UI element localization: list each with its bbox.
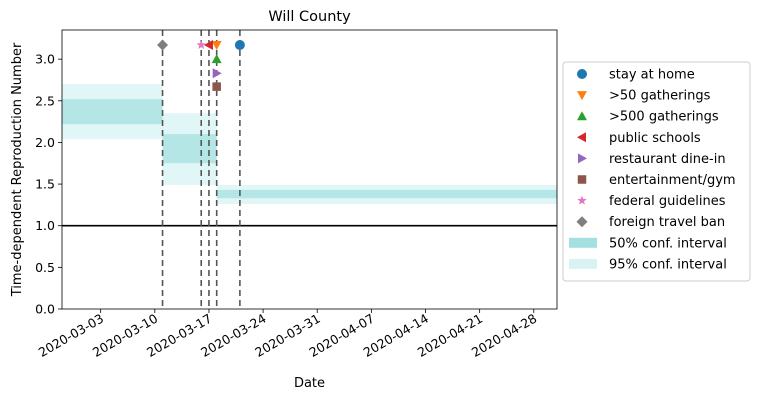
legend-label: public schools (609, 131, 701, 146)
marker-public-schools (203, 39, 213, 50)
legend-item: restaurant dine-in (578, 152, 726, 167)
ci50-band-1 (62, 99, 163, 125)
legend-item: public schools (577, 131, 701, 146)
legend-label: >50 gatherings (609, 89, 711, 104)
y-axis: 0.0 0.5 1.0 1.5 2.0 2.5 3.0 (35, 52, 62, 317)
chart-title: Will County (268, 9, 351, 25)
legend-label: foreign travel ban (609, 215, 725, 230)
marker-50-gatherings (211, 40, 222, 50)
legend-swatch-ci95 (569, 258, 597, 269)
legend-marker-4 (577, 132, 586, 143)
legend-marker-7 (577, 195, 587, 205)
legend-label: entertainment/gym (609, 173, 736, 188)
marker-500-gatherings (211, 54, 222, 64)
legend-item: >500 gatherings (577, 110, 719, 125)
legend-item: entertainment/gym (577, 173, 736, 188)
legend-item: 50% conf. interval (569, 236, 727, 251)
legend-marker-3 (577, 111, 587, 121)
legend-marker-1 (577, 69, 587, 79)
legend-item: >50 gatherings (577, 89, 711, 104)
x-axis: 2020-03-032020-03-102020-03-172020-03-24… (36, 309, 539, 360)
legend-label: stay at home (609, 68, 695, 83)
reference-lines (62, 30, 557, 309)
marker-federal-guidelines (196, 39, 206, 50)
plot-area-frame (61, 29, 558, 310)
legend-swatch-ci50 (569, 237, 597, 248)
legend: stay at home >50 gatherings >500 gathering… (562, 61, 751, 282)
legend-box (562, 61, 751, 282)
legend-marker-6 (577, 175, 587, 184)
ci50-band-3 (216, 189, 557, 199)
marker-entertainment-gym (212, 82, 221, 91)
marker-stay-at-home (234, 39, 245, 50)
marker-restaurant-dine-in (212, 68, 222, 79)
legend-label: federal guidelines (609, 194, 726, 209)
legend-label: >500 gatherings (609, 110, 719, 125)
legend-item: federal guidelines (577, 194, 726, 209)
x-axis-label: Date (294, 376, 325, 391)
legend-item: stay at home (577, 68, 695, 83)
legend-marker-8 (576, 216, 588, 228)
y-tick-label: 3.0 (35, 52, 55, 67)
ci50-band-2 (162, 134, 217, 164)
y-tick-label: 0.5 (35, 260, 55, 275)
confidence-intervals (62, 84, 557, 205)
intervention-markers (157, 39, 245, 91)
y-tick-label: 2.0 (35, 135, 55, 150)
legend-marker-2 (577, 91, 587, 101)
legend-item: foreign travel ban (576, 215, 725, 230)
y-tick-label: 1.5 (35, 177, 55, 192)
legend-label: 50% conf. interval (609, 236, 727, 251)
y-tick-label: 1.0 (35, 218, 55, 233)
y-tick-label: 2.5 (35, 93, 55, 108)
marker-foreign-travel-ban (157, 39, 169, 51)
y-axis-label: Time-dependent Reproduction Number (10, 42, 25, 297)
y-tick-label: 0.0 (35, 302, 55, 317)
legend-label: 95% conf. interval (609, 257, 727, 272)
legend-marker-5 (578, 153, 587, 164)
legend-label: restaurant dine-in (609, 152, 726, 167)
legend-item: 95% conf. interval (569, 257, 727, 272)
